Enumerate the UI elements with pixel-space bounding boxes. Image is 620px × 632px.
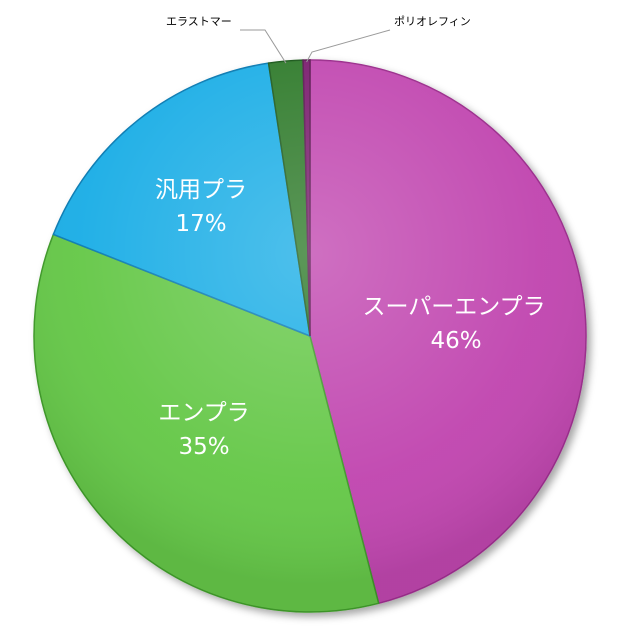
slice-labels: スーパーエンプラ 46% エンプラ 35% 汎用プラ 17% エラストマー ポリ… bbox=[155, 15, 546, 460]
leader-line-elastomer bbox=[240, 29, 287, 64]
slice-percent-enpura: 35% bbox=[178, 434, 229, 460]
leader-lines bbox=[240, 29, 391, 64]
slice-percent-hanyo-pura: 17% bbox=[175, 211, 226, 237]
slice-percent-super-enpura: 46% bbox=[430, 328, 481, 354]
pie-slices bbox=[33, 59, 587, 613]
slice-label-elastomer: エラストマー bbox=[166, 15, 232, 28]
slice-label-hanyo-pura: 汎用プラ bbox=[155, 177, 247, 203]
slice-label-enpura: エンプラ bbox=[158, 400, 249, 426]
leader-line-polyolefin bbox=[306, 29, 391, 63]
slice-label-polyolefin: ポリオレフィン bbox=[394, 15, 471, 28]
slice-label-super-enpura: スーパーエンプラ bbox=[362, 294, 545, 320]
